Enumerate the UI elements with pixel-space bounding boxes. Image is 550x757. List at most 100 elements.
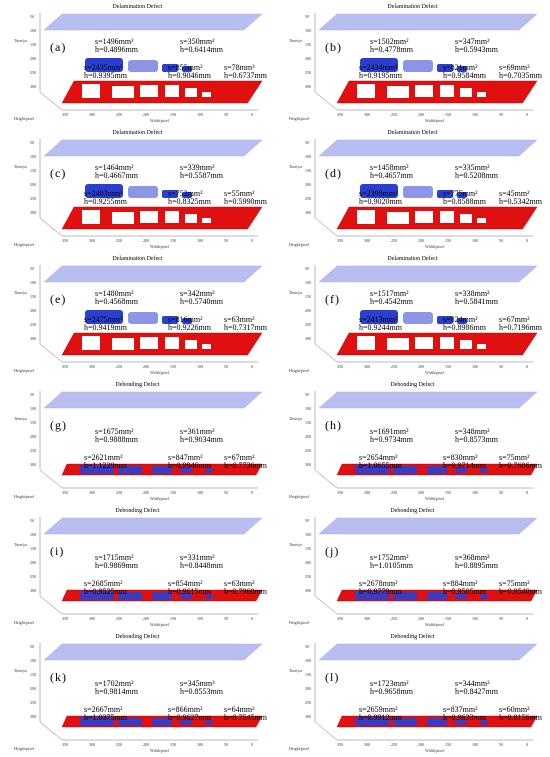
debonding-region [427,718,447,726]
delamination-gap [202,92,211,97]
time-tick: 300 [305,210,311,215]
lower-annotation: s=854mm² h=0.9615mm [168,580,211,596]
lower-annotation: s=752mm² h=0.8325mm [168,190,211,206]
depth-value: h=0.8427mm [455,687,498,696]
width-axis-label: Width/pixel [150,748,169,753]
width-tick: 200 [418,364,424,369]
time-tick: 200 [305,56,311,61]
depth-value: h=0.9869mm [95,561,138,570]
lower-annotation: s=2685mm² h=0.9525mm [84,580,127,596]
area-value: s=55mm² [224,189,255,198]
debonding-region [180,719,192,725]
debonding-region [80,465,114,474]
panel-title: Delamination Defect [387,256,438,262]
upper-annotation: s=338mm² h=0.5841mm [455,290,498,306]
delamination-gap [140,85,158,97]
depth-value: h=0.7606mm [499,461,542,470]
depth-value: h=0.9255mm [84,197,127,206]
delamination-gap [460,340,472,349]
upper-defect-4 [457,192,467,198]
area-value: s=866mm² [168,705,203,714]
time-tick: 250 [305,196,311,201]
panel-title: Debonding Defect [115,382,160,388]
time-tick: 150 [30,42,36,47]
upper-annotation: s=1502mm² h=0.4778mm [370,38,413,54]
upper-annotation: s=1480mm² h=0.4568mm [95,290,138,306]
width-tick: 50 [499,616,503,621]
width-tick: 150 [445,616,451,621]
upper-annotation: s=1496mm² h=0.4896mm [95,38,138,54]
height-axis [314,217,338,237]
panel-c: Delamination Defect 50 100 150 200 250 300 350 3… [0,126,275,252]
time-tick: 50 [305,140,309,145]
upper-annotation: s=1675mm² h=0.9888mm [95,428,138,444]
time-axis-label: Time/μs [14,38,28,43]
upper-annotation: s=1723mm² h=0.9658mm [370,680,413,696]
width-tick: 350 [62,742,68,747]
depth-value: h=0.9714mm [443,461,486,470]
area-value: s=752mm² [168,189,203,198]
depth-value: h=0.9505mm [443,587,486,596]
panel-plot [314,13,538,111]
width-tick: 0 [251,238,253,243]
delamination-gap [460,214,472,223]
time-tick: 50 [305,14,309,19]
depth-value: h=0.4667mm [95,171,138,180]
time-axis-label: Time/μs [14,542,28,547]
width-tick: 0 [526,364,528,369]
area-value: s=2678mm² [359,579,398,588]
debonding-region [205,468,213,473]
width-tick: 50 [224,742,228,747]
debonding-region [427,466,447,474]
time-tick: 250 [30,322,36,327]
depth-value: h=0.4568mm [95,297,138,306]
depth-value: h=0.7196mm [499,323,542,332]
area-value: s=830mm² [443,453,478,462]
debonding-region [118,592,142,600]
depth-value: h=0.9046mm [168,71,211,80]
upper-annotation: s=1458mm² h=0.4657mm [370,164,413,180]
panel-f: Delamination Defect 50 100 150 200 250 300 350 3… [275,252,550,378]
width-tick: 300 [89,742,95,747]
lower-annotation: s=64mm² h=0.7545mm [224,706,267,722]
upper-defect-1 [85,58,123,72]
width-tick: 350 [62,364,68,369]
height-axis-label: Height/pixel [289,620,309,625]
width-tick: 150 [445,112,451,117]
upper-defect-3 [437,316,453,324]
area-value: s=345mm² [180,679,215,688]
width-tick: 250 [116,238,122,243]
debonding-region [180,467,192,473]
depth-value: h=0.5342mm [499,197,542,206]
area-value: s=884mm² [443,579,478,588]
reference-plane [318,643,538,661]
upper-annotation: s=339mm² h=0.5587mm [180,164,223,180]
width-tick: 200 [143,238,149,243]
lower-annotation: s=78mm² h=0.6737mm [224,64,267,80]
time-tick: 50 [305,392,309,397]
time-tick: 200 [30,686,36,691]
time-tick: 250 [30,574,36,579]
area-value: s=775mm² [443,189,478,198]
height-axis [39,91,63,111]
time-axis-label: Time/μs [289,164,303,169]
time-tick: 250 [305,448,311,453]
width-tick: 250 [391,490,397,495]
depth-value: h=0.7960mm [224,587,267,596]
depth-value: h=0.8540mm [499,587,542,596]
time-tick: 50 [30,392,34,397]
depth-value: h=0.8573mm [455,435,498,444]
time-tick: 300 [305,336,311,341]
area-value: s=2434mm² [359,63,398,72]
panel-title: Debonding Defect [115,508,160,514]
delamination-gap [185,88,197,97]
delamination-gap [185,214,197,223]
height-axis-label: Height/pixel [14,116,34,121]
time-tick: 50 [30,140,34,145]
delamination-gap [440,85,454,97]
time-tick: 100 [30,154,36,159]
depth-value: h=0.9627mm [168,713,211,722]
depth-value: h=0.8986mm [443,323,486,332]
upper-defect-4 [457,66,467,72]
